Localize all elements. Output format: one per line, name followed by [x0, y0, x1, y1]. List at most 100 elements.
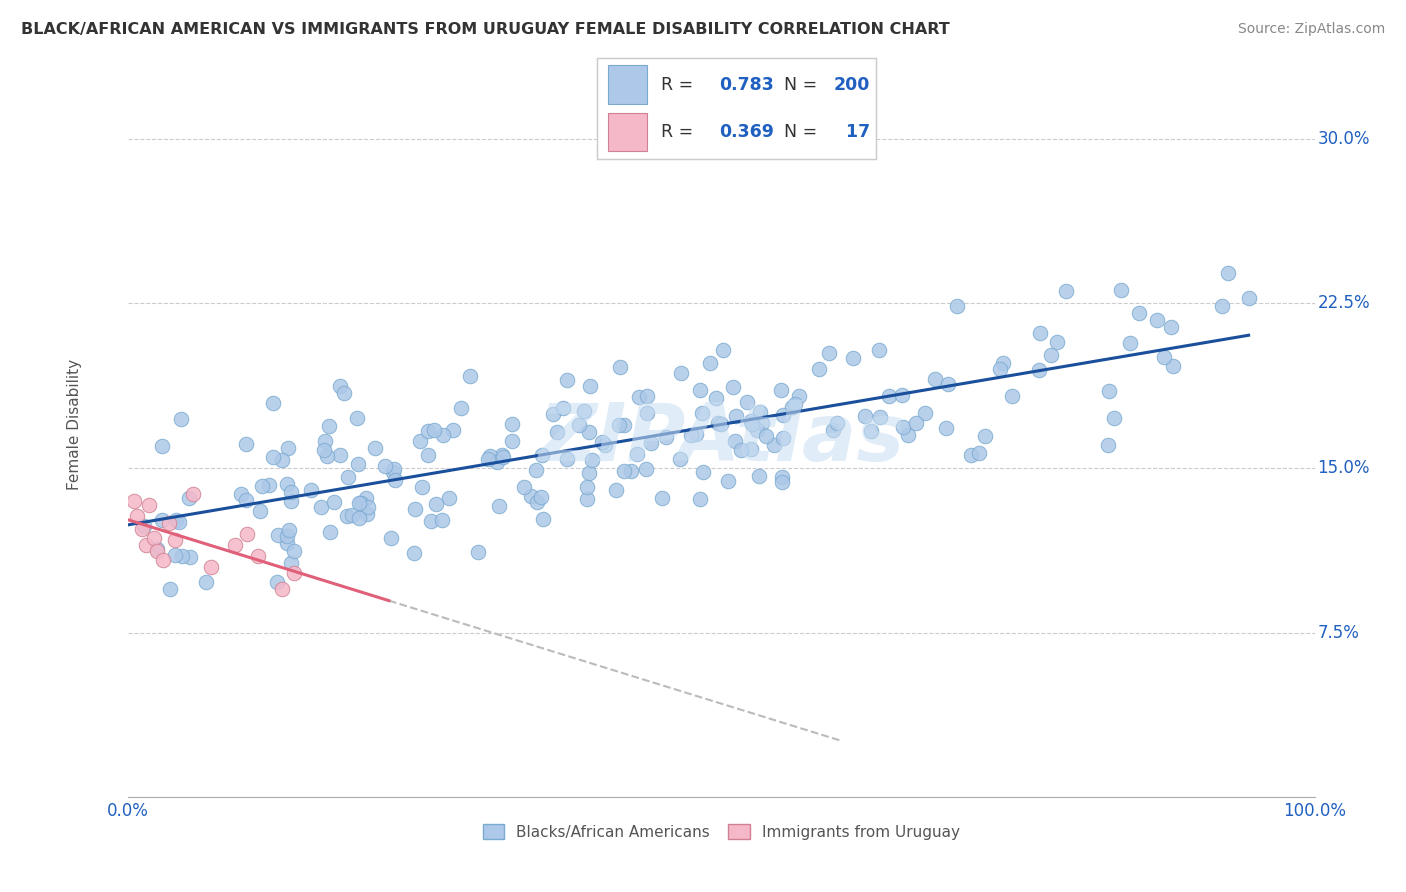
Point — [546, 425, 568, 439]
Point — [723, 380, 745, 394]
Point — [146, 542, 169, 557]
Point — [336, 509, 359, 524]
Point — [574, 404, 596, 418]
Point — [627, 390, 650, 404]
Point — [277, 441, 299, 455]
Point — [555, 452, 578, 467]
Point — [609, 360, 631, 375]
Point — [131, 523, 153, 537]
Point — [860, 424, 883, 438]
Point — [478, 449, 501, 463]
Point — [418, 425, 440, 439]
Point — [938, 376, 960, 391]
Point — [740, 442, 762, 456]
Point — [1046, 335, 1069, 350]
Text: Source: ZipAtlas.com: Source: ZipAtlas.com — [1237, 22, 1385, 37]
Point — [896, 427, 918, 442]
Point — [1161, 359, 1184, 373]
Point — [152, 513, 174, 527]
Point — [311, 500, 333, 514]
Point — [276, 535, 298, 549]
Point — [1029, 326, 1052, 340]
Point — [430, 513, 453, 527]
Point — [492, 450, 515, 464]
Point — [356, 507, 378, 521]
Point — [755, 429, 778, 443]
Point — [973, 429, 995, 443]
Point — [235, 493, 257, 508]
Point — [578, 425, 600, 439]
Point — [441, 424, 464, 438]
Point — [741, 417, 763, 431]
Point — [890, 387, 912, 401]
Point — [770, 383, 793, 397]
Point — [134, 519, 156, 533]
Point — [346, 410, 368, 425]
Point — [526, 495, 548, 509]
Point — [170, 411, 193, 425]
Point — [1109, 284, 1132, 298]
Point — [420, 514, 443, 528]
Point — [146, 544, 169, 558]
Point — [312, 443, 335, 458]
Point — [1146, 313, 1168, 327]
Point — [423, 423, 446, 437]
Point — [991, 356, 1014, 370]
Point — [347, 496, 370, 510]
Point — [224, 538, 246, 552]
Point — [257, 478, 280, 492]
Point — [825, 416, 848, 430]
Point — [914, 406, 936, 420]
Point — [167, 515, 190, 529]
Point — [380, 531, 402, 545]
Point — [749, 405, 772, 419]
Point — [280, 485, 302, 500]
Point — [725, 409, 748, 424]
Text: 7.5%: 7.5% — [1317, 624, 1360, 641]
Point — [935, 420, 957, 434]
Point — [578, 378, 600, 392]
Point — [450, 401, 472, 416]
Point — [314, 434, 336, 449]
Point — [127, 509, 149, 524]
Point — [877, 388, 900, 402]
Point — [893, 419, 915, 434]
Point — [699, 356, 721, 370]
Point — [704, 392, 727, 406]
Point — [1216, 266, 1239, 280]
Point — [818, 346, 841, 360]
Point — [266, 575, 288, 590]
Point — [262, 396, 284, 410]
Point — [1098, 384, 1121, 398]
Point — [340, 508, 363, 522]
Point — [301, 483, 323, 497]
Point — [1153, 350, 1175, 364]
Point — [381, 465, 404, 479]
Point — [404, 501, 426, 516]
Point — [770, 475, 793, 489]
Point — [200, 559, 222, 574]
Point — [541, 407, 564, 421]
Point — [157, 516, 180, 530]
Legend: Blacks/African Americans, Immigrants from Uruguay: Blacks/African Americans, Immigrants fro… — [477, 818, 966, 846]
Point — [138, 499, 160, 513]
Point — [322, 495, 344, 509]
Point — [620, 464, 643, 478]
Point — [605, 483, 627, 498]
Point — [1040, 348, 1063, 362]
Point — [576, 492, 599, 507]
Point — [333, 385, 356, 400]
Point — [404, 546, 426, 560]
Point — [150, 439, 173, 453]
Text: 22.5%: 22.5% — [1317, 294, 1369, 312]
Point — [689, 491, 711, 506]
Point — [501, 417, 523, 432]
Point — [626, 447, 648, 461]
Point — [853, 409, 876, 424]
Point — [710, 417, 733, 431]
Point — [692, 406, 714, 420]
Point — [841, 351, 863, 365]
Point — [869, 410, 891, 425]
Point — [411, 480, 433, 494]
Point — [152, 553, 174, 567]
